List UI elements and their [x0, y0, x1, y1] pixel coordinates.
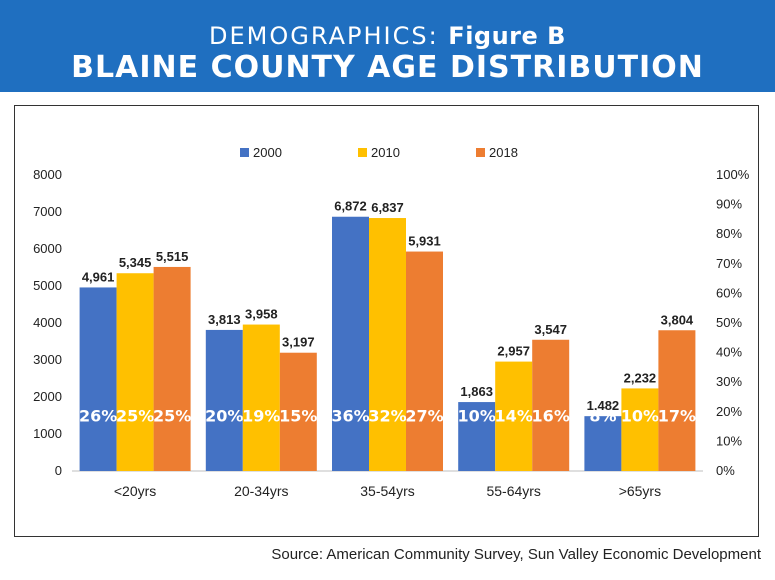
percent-label: 19% [242, 407, 280, 426]
bar-2010 [621, 388, 659, 471]
y2-tick-label: 30% [716, 374, 742, 389]
data-label: 3,804 [661, 312, 694, 327]
bar-2000 [79, 287, 117, 471]
percent-label: 16% [532, 407, 570, 426]
percent-label: 27% [405, 407, 443, 426]
data-label: 1,482 [587, 398, 620, 413]
y-tick-label: 8000 [33, 167, 62, 182]
bar-2018 [153, 266, 191, 471]
legend-label: 2018 [489, 145, 518, 160]
y-tick-label: 6000 [33, 241, 62, 256]
y-tick-label: 1000 [33, 426, 62, 441]
percent-label: 17% [658, 407, 696, 426]
title-banner: DEMOGRAPHICS: Figure B BLAINE COUNTY AGE… [0, 0, 775, 92]
bar-2018 [279, 352, 317, 471]
data-label: 4,961 [82, 269, 115, 284]
data-label: 2,957 [497, 344, 530, 359]
chart-title: BLAINE COUNTY AGE DISTRIBUTION [71, 50, 704, 85]
bar-2010 [116, 273, 154, 471]
data-label: 2,232 [624, 370, 657, 385]
data-label: 3,958 [245, 307, 278, 322]
bar-2018 [406, 251, 443, 471]
percent-label: 10% [621, 407, 659, 426]
data-label: 3,197 [282, 335, 315, 350]
y-tick-label: 3000 [33, 352, 62, 367]
percent-label: 26% [79, 407, 117, 426]
category-label: >65yrs [619, 483, 661, 499]
bar-2018 [658, 330, 696, 471]
y2-tick-label: 90% [716, 197, 742, 212]
legend-swatch-2000 [240, 148, 249, 157]
y-tick-label: 4000 [33, 315, 62, 330]
y-tick-label: 0 [55, 463, 62, 478]
data-label: 1,863 [460, 384, 493, 399]
bar-2010 [242, 324, 280, 471]
data-label: 5,931 [408, 234, 441, 249]
percent-label: 10% [458, 407, 496, 426]
figure-label: Figure B [448, 22, 566, 50]
legend-label: 2010 [371, 145, 400, 160]
legend-swatch-2010 [358, 148, 367, 157]
y2-tick-label: 70% [716, 256, 742, 271]
data-label: 3,547 [534, 322, 567, 337]
bar-2000 [584, 416, 622, 471]
y-tick-label: 2000 [33, 389, 62, 404]
y2-tick-label: 100% [716, 167, 750, 182]
source-note: Source: American Community Survey, Sun V… [271, 546, 761, 563]
y2-tick-label: 20% [716, 404, 742, 419]
y2-tick-label: 40% [716, 345, 742, 360]
percent-label: 25% [116, 407, 154, 426]
percent-label: 8% [589, 407, 616, 426]
percent-label: 14% [495, 407, 533, 426]
category-label: 35-54yrs [360, 483, 414, 499]
y-tick-label: 5000 [33, 278, 62, 293]
percent-label: 15% [279, 407, 317, 426]
legend-swatch-2018 [476, 148, 485, 157]
percent-label: 32% [368, 407, 406, 426]
data-label: 6,872 [334, 199, 367, 214]
y2-tick-label: 50% [716, 315, 742, 330]
legend-label: 2000 [253, 145, 282, 160]
data-label: 6,837 [371, 200, 404, 215]
bar-2000 [458, 402, 496, 471]
figure-prefix: DEMOGRAPHICS: [209, 22, 449, 50]
percent-label: 20% [205, 407, 243, 426]
chart-frame [14, 105, 759, 537]
bar-2000 [332, 216, 369, 471]
data-label: 5,345 [119, 255, 152, 270]
y2-tick-label: 80% [716, 226, 742, 241]
percent-label: 25% [153, 407, 191, 426]
y2-tick-label: 10% [716, 433, 742, 448]
y2-tick-label: 0% [716, 463, 735, 478]
bar-2000 [205, 329, 243, 471]
bar-2010 [369, 218, 406, 471]
y-tick-label: 7000 [33, 204, 62, 219]
category-label: 20-34yrs [234, 483, 288, 499]
bar-2010 [495, 361, 533, 471]
data-label: 3,813 [208, 312, 241, 327]
y2-tick-label: 60% [716, 285, 742, 300]
category-label: 55-64yrs [486, 483, 540, 499]
percent-label: 36% [331, 407, 369, 426]
category-label: <20yrs [114, 483, 156, 499]
data-label: 5,515 [156, 249, 189, 264]
figure-heading: DEMOGRAPHICS: Figure B [0, 22, 775, 50]
bar-2018 [532, 339, 570, 471]
